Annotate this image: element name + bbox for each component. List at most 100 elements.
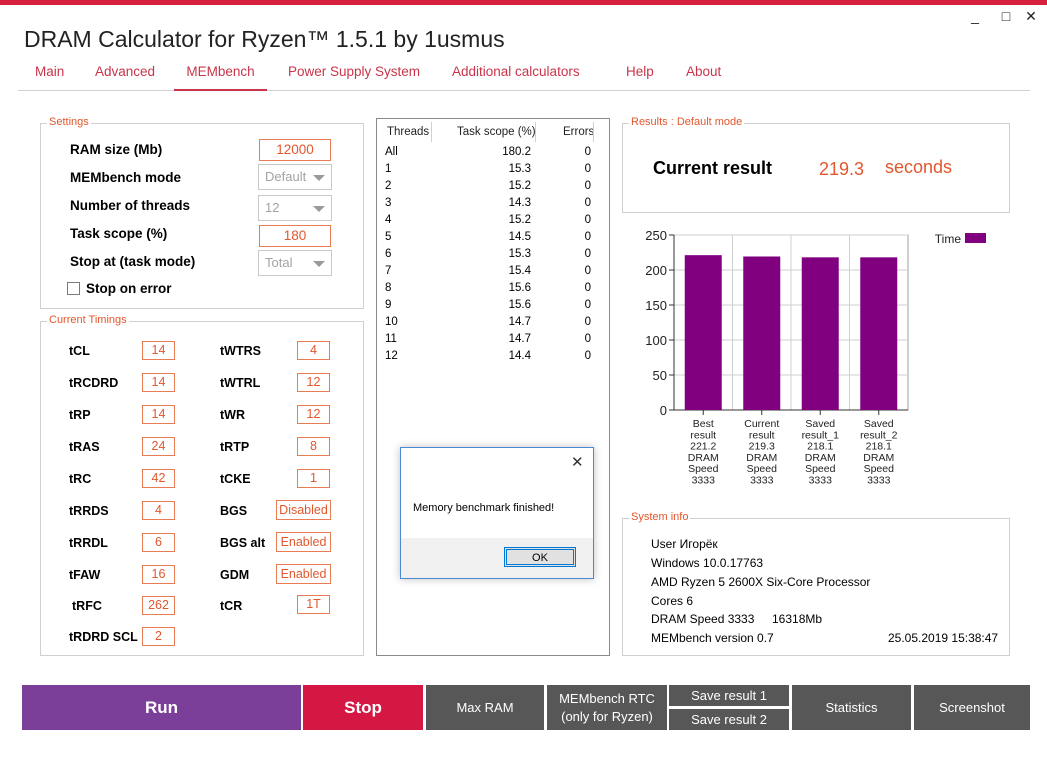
x-tick-label-line: 221.2 — [690, 441, 716, 453]
table-row: 9 15.6 0 — [377, 299, 609, 316]
tab-power-supply-system[interactable]: Power Supply System — [288, 64, 421, 79]
timing-value: 4 — [297, 341, 330, 360]
legend-swatch — [965, 233, 986, 243]
dialog-close-icon[interactable]: ✕ — [571, 454, 584, 471]
membench-rtc-button[interactable]: MEMbench RTC (only for Ryzen) — [547, 685, 667, 730]
number-of-threads-select[interactable]: 12 — [258, 195, 332, 221]
x-tick-label-line: 218.1 — [807, 441, 833, 453]
row-errors: 0 — [584, 333, 591, 345]
tab-help[interactable]: Help — [626, 64, 654, 79]
stop-at-select[interactable]: Total — [258, 250, 332, 276]
y-tick-label: 150 — [645, 298, 667, 313]
x-tick-label: Best result 221.2 DRAM Speed 3333 — [688, 418, 719, 487]
row-thread: 3 — [385, 197, 392, 209]
save-result-1-button[interactable]: Save result 1 — [669, 685, 789, 706]
system-memory: 16318Mb — [772, 612, 823, 626]
timing-label: tRTP — [220, 440, 250, 454]
table-row: 1 15.3 0 — [377, 163, 609, 180]
timing-value: Disabled — [276, 500, 331, 520]
current-timings-group: Current Timings tCL 14 tRCDRD 14 tRP 14 … — [40, 314, 364, 656]
row-task-scope: 15.3 — [508, 248, 531, 260]
minimize-button[interactable]: _ — [971, 8, 979, 24]
task-scope-label: Task scope (%) — [70, 226, 168, 241]
x-tick-label: Current result 219.3 DRAM Speed 3333 — [744, 418, 779, 487]
timing-value: 14 — [142, 373, 175, 392]
table-header-task-scope: Task scope (%) — [457, 126, 536, 138]
timing-value: 24 — [142, 437, 175, 456]
timing-value: 8 — [297, 437, 330, 456]
timing-value: 6 — [142, 533, 175, 552]
x-tick-label-line: 3333 — [809, 475, 833, 487]
x-tick-label-line: result — [690, 429, 716, 441]
row-thread: 9 — [385, 299, 392, 311]
x-tick-label-line: Speed — [864, 463, 895, 475]
timing-label: tCKE — [220, 472, 251, 486]
window-top-accent — [0, 0, 1047, 5]
dialog-footer: OK — [401, 538, 593, 578]
timing-label: tWTRS — [220, 344, 261, 358]
row-errors: 0 — [584, 231, 591, 243]
dialog-ok-button[interactable]: OK — [504, 547, 576, 567]
timing-label: tRFC — [72, 599, 102, 613]
timing-value: 1 — [297, 469, 330, 488]
table-row: 10 14.7 0 — [377, 316, 609, 333]
row-task-scope: 14.4 — [508, 350, 531, 362]
results-group: Results : Default mode Current result 21… — [622, 116, 1010, 213]
task-scope-input[interactable]: 180 — [259, 225, 331, 247]
current-timings-title: Current Timings — [47, 314, 129, 326]
x-tick-label-line: DRAM — [688, 452, 719, 464]
y-tick-label: 50 — [653, 368, 667, 383]
max-ram-button[interactable]: Max RAM — [426, 685, 544, 730]
chevron-down-icon — [313, 175, 325, 181]
results-title: Results : Default mode — [629, 116, 745, 128]
maximize-button[interactable]: □ — [1001, 8, 1011, 24]
x-tick-label-line: DRAM — [863, 452, 894, 464]
tab-about[interactable]: About — [686, 64, 722, 79]
stop-on-error-checkbox[interactable] — [67, 282, 80, 295]
row-thread: 6 — [385, 248, 392, 260]
system-datetime: 25.05.2019 15:38:47 — [888, 631, 999, 645]
timing-value: 12 — [297, 405, 330, 424]
tab-additional-calculators[interactable]: Additional calculators — [452, 64, 580, 79]
tab-advanced[interactable]: Advanced — [95, 64, 156, 79]
screenshot-button[interactable]: Screenshot — [914, 685, 1030, 730]
close-button[interactable]: ✕ — [1025, 8, 1037, 24]
membench-mode-select[interactable]: Default — [258, 164, 332, 190]
timing-label: tRRDS — [69, 504, 109, 518]
x-tick-label-line: Current — [744, 418, 779, 430]
stop-button[interactable]: Stop — [303, 685, 423, 730]
system-dram-speed: DRAM Speed 3333 — [651, 612, 755, 626]
timing-label: tRRDL — [69, 536, 108, 550]
system-info-title: System info — [629, 511, 691, 523]
system-membench-version: MEMbench version 0.7 — [651, 631, 774, 645]
ram-size-input[interactable]: 12000 — [259, 139, 331, 161]
x-tick-label-line: Saved — [864, 418, 894, 430]
row-thread: All — [385, 146, 398, 158]
bar — [860, 257, 898, 410]
row-task-scope: 14.7 — [508, 316, 531, 328]
x-tick-label-line: result_2 — [860, 429, 898, 441]
row-errors: 0 — [584, 350, 591, 362]
column-divider — [535, 122, 536, 142]
tab-main[interactable]: Main — [35, 64, 65, 79]
system-cpu: AMD Ryzen 5 2600X Six-Core Processor — [651, 575, 871, 589]
row-thread: 10 — [385, 316, 398, 328]
timing-value: 14 — [142, 405, 175, 424]
statistics-button[interactable]: Statistics — [792, 685, 911, 730]
table-row: All 180.2 0 — [377, 146, 609, 163]
row-thread: 8 — [385, 282, 392, 294]
legend-label: Time — [935, 232, 962, 246]
tab-membench[interactable]: MEMbench — [174, 64, 267, 91]
system-user: User Игорёк — [651, 537, 718, 551]
row-thread: 2 — [385, 180, 392, 192]
timing-value: 14 — [142, 341, 175, 360]
column-divider — [431, 122, 432, 142]
save-result-2-button[interactable]: Save result 2 — [669, 709, 789, 730]
row-task-scope: 180.2 — [502, 146, 531, 158]
run-button[interactable]: Run — [22, 685, 301, 730]
settings-title: Settings — [47, 116, 91, 128]
current-result-unit: seconds — [885, 157, 953, 177]
row-errors: 0 — [584, 299, 591, 311]
timing-value: 4 — [142, 501, 175, 520]
membench-rtc-line1: MEMbench RTC — [559, 690, 655, 706]
